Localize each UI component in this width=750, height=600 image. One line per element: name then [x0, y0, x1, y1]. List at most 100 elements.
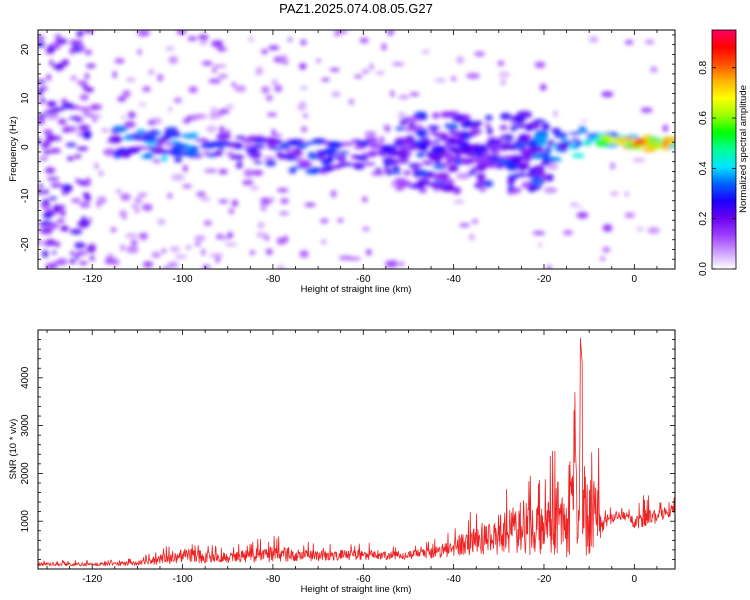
spectrogram-cell — [209, 253, 224, 258]
spectrogram-cell — [555, 142, 570, 150]
spectrogram-cell — [280, 145, 290, 150]
spectrogram-cell — [417, 178, 431, 186]
spectrogram-cell — [379, 136, 385, 144]
spectrogram-cell — [434, 78, 447, 83]
spectrogram-frame — [37, 29, 676, 270]
spectrogram-cell — [416, 131, 424, 137]
spectrogram-cell — [182, 164, 188, 173]
spectrogram-cell — [362, 162, 376, 166]
colorbar-gradient — [712, 30, 736, 269]
spectrogram-cell — [167, 192, 173, 199]
spectrogram-cell — [189, 132, 199, 137]
spectrogram-cell — [644, 39, 655, 45]
spectrogram-cell — [212, 64, 227, 68]
spectrogram-cell — [650, 66, 658, 73]
spectrogram-cell — [174, 254, 187, 260]
spectrogram-cell — [143, 152, 153, 159]
spectrogram-cell — [200, 142, 216, 150]
spectrogram-cell — [602, 246, 611, 253]
spectrogram-cell — [581, 119, 587, 123]
spectrogram-cell — [38, 117, 46, 125]
spectrogram-cell — [207, 116, 219, 120]
spectrogram-cell — [76, 146, 89, 151]
spectrogram-cell — [160, 155, 168, 162]
spectrogram-cell — [248, 36, 254, 42]
spectrogram-cell — [624, 192, 629, 196]
spectrogram-cell — [369, 63, 374, 70]
spectrogram-cell — [48, 222, 59, 230]
spectrogram-cell — [227, 231, 234, 239]
spectrogram-cell — [147, 119, 156, 126]
spectrogram-cell — [403, 170, 411, 176]
spectrogram-cell — [440, 111, 456, 117]
spectrogram-cell — [474, 51, 486, 57]
spectrogram-cell — [610, 191, 619, 197]
spectrogram-cell — [541, 122, 550, 131]
spectrogram-cell — [225, 104, 235, 109]
spectrogram-cell — [196, 191, 207, 197]
spectrogram-cell — [79, 44, 86, 52]
spectrogram-cell — [510, 126, 517, 132]
spectrogram-cell — [86, 63, 96, 69]
spectrogram-cell — [624, 39, 634, 45]
spectrogram-cell — [408, 121, 416, 129]
colorbar-tick-label: 0.8 — [698, 60, 709, 74]
spectrogram-cell — [301, 126, 308, 132]
spectrogram-cell — [68, 116, 78, 120]
spectrogram-cell — [393, 140, 405, 147]
spectrogram-cell — [137, 102, 147, 107]
spectrogram-cell — [313, 138, 327, 143]
spectrogram-cell — [52, 260, 63, 265]
spectrogram-cell — [84, 49, 93, 56]
spectrogram-cell — [482, 180, 494, 188]
spectrogram-x-axis-label: Height of straight line (km) — [301, 284, 412, 295]
spectrogram-cell — [78, 261, 88, 265]
spectrogram-cell — [387, 30, 394, 36]
spectrogram-cell — [218, 74, 228, 79]
spectrogram-cell — [157, 218, 166, 226]
spectrogram-cell — [375, 167, 382, 173]
spectrogram-cell — [174, 157, 183, 163]
spectrogram-cell — [48, 196, 58, 201]
spectrogram-cell — [329, 68, 340, 72]
spectrogram-cell — [545, 157, 557, 162]
x-tick-label: -80 — [266, 274, 281, 285]
spectrogram-cell — [316, 58, 322, 63]
x-tick-label: 0 — [632, 574, 638, 585]
spectrogram-cell — [81, 84, 89, 90]
spectrogram-cell — [218, 199, 229, 204]
snr-series-line — [38, 337, 675, 567]
spectrogram-cell — [193, 113, 207, 119]
spectrogram-cell — [47, 133, 54, 140]
spectrogram-cell — [446, 139, 457, 143]
spectrogram-cell — [323, 156, 334, 164]
spectrogram-cell — [581, 141, 592, 146]
spectrogram-cell — [94, 162, 99, 170]
spectrogram-cell — [573, 144, 580, 148]
spectrogram-cell — [511, 117, 526, 124]
spectrogram-cell — [137, 30, 150, 37]
spectrogram-cell — [457, 114, 465, 119]
spectrogram-cell — [298, 143, 307, 150]
spectrogram-cell — [121, 154, 131, 158]
spectrogram-cell — [243, 169, 254, 177]
spectrogram-cell — [216, 133, 232, 140]
spectrogram-cell — [391, 62, 405, 66]
spectrogram-cell — [194, 235, 206, 241]
spectrogram-cell — [242, 179, 254, 186]
spectrogram-cell — [361, 69, 370, 74]
spectrogram-cell — [51, 135, 62, 140]
spectrogram-cell — [84, 73, 90, 80]
spectrogram-cell — [456, 56, 465, 64]
spectrogram-cell — [381, 144, 397, 152]
spectrogram-cell — [353, 163, 365, 170]
colorbar: 0.0 0.2 0.4 0.6 0.8 Normalized spectral ampl… — [698, 29, 749, 276]
spectrogram-cell — [198, 34, 209, 41]
spectrogram-cell — [161, 248, 167, 253]
spectrogram-cell — [42, 140, 52, 147]
spectrogram-cell — [636, 226, 644, 232]
spectrogram-cell — [662, 139, 673, 142]
spectrogram-cell — [46, 74, 52, 81]
spectrogram-cell — [208, 78, 222, 84]
spectrogram-cell — [446, 179, 455, 185]
